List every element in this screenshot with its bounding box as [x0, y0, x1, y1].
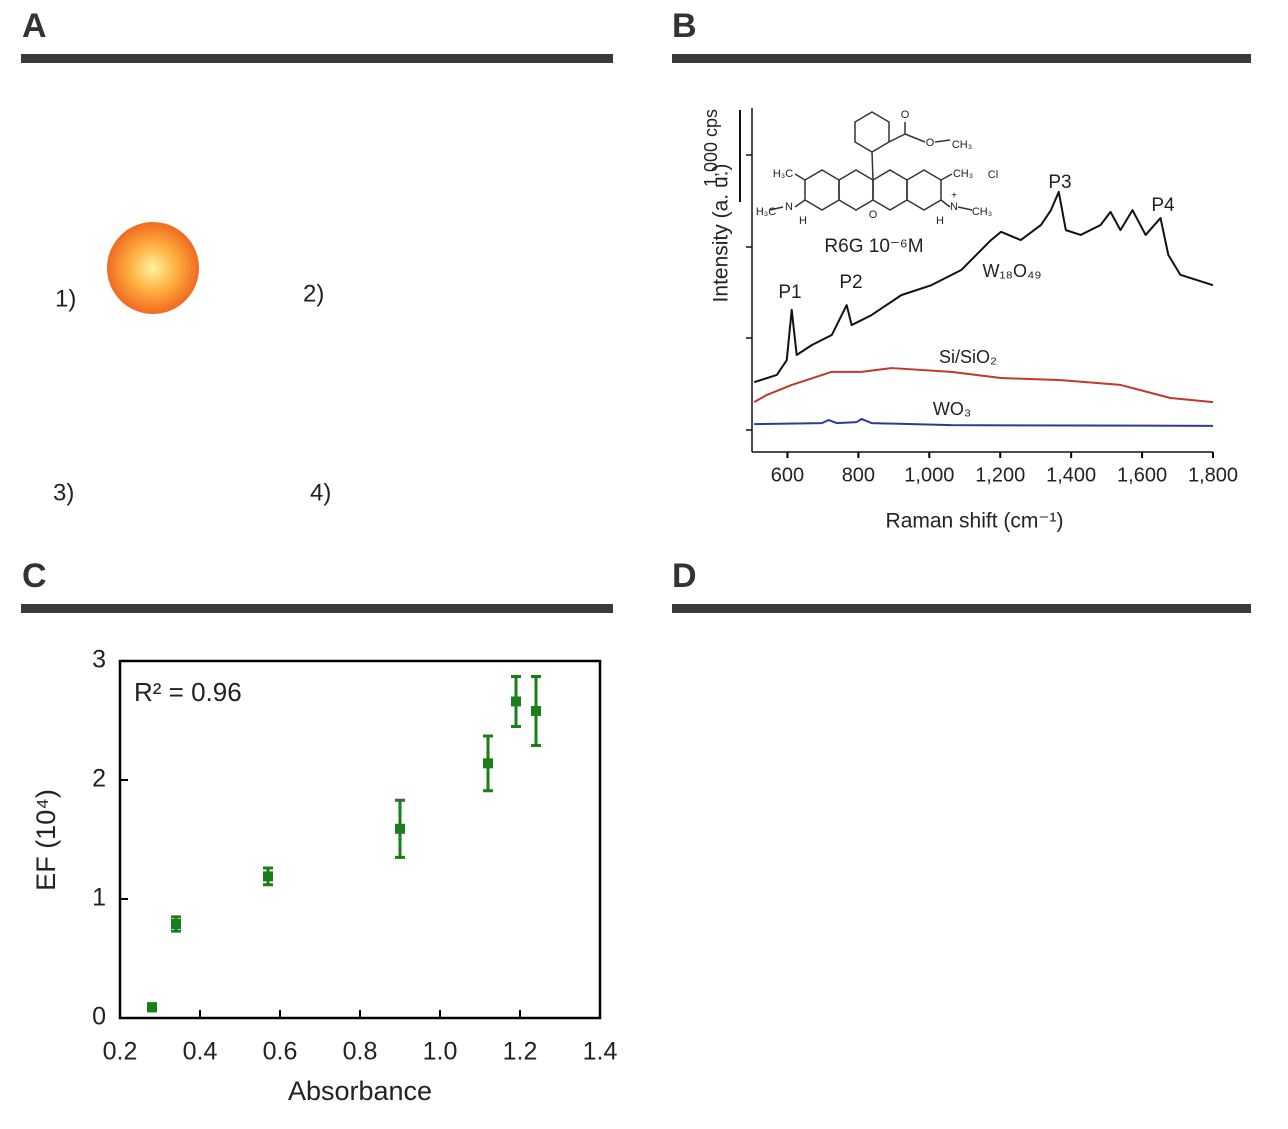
x-axis-label: Absorbance — [288, 1076, 432, 1106]
atom-label: H₃C — [756, 206, 776, 218]
x-tick-label: 1,800 — [1188, 464, 1238, 486]
panel-letter: B — [672, 7, 697, 45]
atom-label: N — [950, 201, 958, 213]
panel-rule — [672, 54, 1251, 63]
marker — [531, 705, 541, 716]
spectrum-line — [753, 367, 1214, 404]
atom-label: O — [901, 109, 910, 121]
x-tick-label: 1,400 — [1046, 464, 1096, 486]
step-label: 2) — [303, 280, 324, 307]
x-tick-label: 1,000 — [904, 464, 954, 486]
x-tick-label: 800 — [842, 464, 875, 486]
atom-label: H₃C — [773, 168, 793, 180]
series-label: WO₃ — [933, 399, 971, 419]
plot-frame — [118, 659, 602, 1020]
y-tick-label: 0 — [92, 1003, 106, 1031]
atom-label: + — [951, 191, 957, 202]
x-tick-label: 0.8 — [343, 1038, 378, 1066]
panel-rule — [21, 54, 613, 63]
marker — [511, 696, 521, 707]
x-tick-label: 1.2 — [503, 1038, 538, 1066]
x-tick-label: 1.4 — [583, 1038, 618, 1066]
sphere — [107, 222, 199, 314]
step-label: 1) — [55, 285, 76, 312]
atom-label: O — [869, 209, 878, 221]
atom-label: Cl — [988, 169, 998, 181]
x-tick-label: 0.2 — [103, 1038, 138, 1066]
x-tick-label: 0.4 — [183, 1038, 218, 1066]
y-axis-label: EF (10⁴) — [31, 789, 61, 891]
molecule — [769, 111, 973, 211]
atom-label: H — [936, 215, 944, 227]
atom-label: CH₃ — [953, 168, 973, 180]
x-tick-label: 600 — [771, 464, 804, 486]
series-label: W₁₈O₄₉ — [982, 261, 1041, 281]
annotation: R² = 0.96 — [134, 677, 242, 707]
x-tick-label: 0.6 — [263, 1038, 298, 1066]
peak-label: P4 — [1151, 195, 1175, 216]
panel-rule — [672, 604, 1251, 613]
y-axis-label: Intensity (a. u.) — [710, 164, 733, 303]
spectrum-line — [754, 417, 1214, 427]
y-tick-label: 1 — [92, 884, 106, 912]
y-tick-label: 3 — [92, 646, 106, 674]
marker — [263, 871, 273, 882]
y-tick-label: 2 — [92, 765, 106, 793]
atom-label: N — [785, 201, 793, 213]
panel-rule — [21, 604, 613, 613]
x-axis-label: Raman shift (cm⁻¹) — [886, 510, 1064, 533]
x-tick-label: 1.0 — [423, 1038, 458, 1066]
atom-label: CH₃ — [952, 139, 972, 151]
step-label: 3) — [53, 479, 74, 506]
marker — [147, 1002, 157, 1013]
scale-label: 1,000 cps — [701, 109, 721, 187]
marker — [483, 758, 493, 769]
panel-letter: C — [22, 557, 47, 595]
x-tick-label: 1,600 — [1117, 464, 1167, 486]
peak-label: P1 — [778, 282, 801, 303]
peak-label: P3 — [1048, 172, 1071, 193]
marker — [395, 823, 405, 834]
panel-letter: A — [22, 7, 47, 45]
series-label: Si/SiO₂ — [939, 347, 997, 367]
atom-label: CH₃ — [972, 206, 992, 218]
atom-label: H — [799, 215, 807, 227]
atom-label: O — [926, 137, 935, 149]
inset-label: R6G 10⁻⁶M — [824, 236, 923, 257]
step-label: 4) — [310, 479, 331, 506]
peak-label: P2 — [839, 272, 862, 293]
panel-letter: D — [672, 557, 697, 595]
x-tick-label: 1,200 — [975, 464, 1025, 486]
spectrum-line — [753, 190, 1214, 384]
marker — [171, 918, 181, 929]
